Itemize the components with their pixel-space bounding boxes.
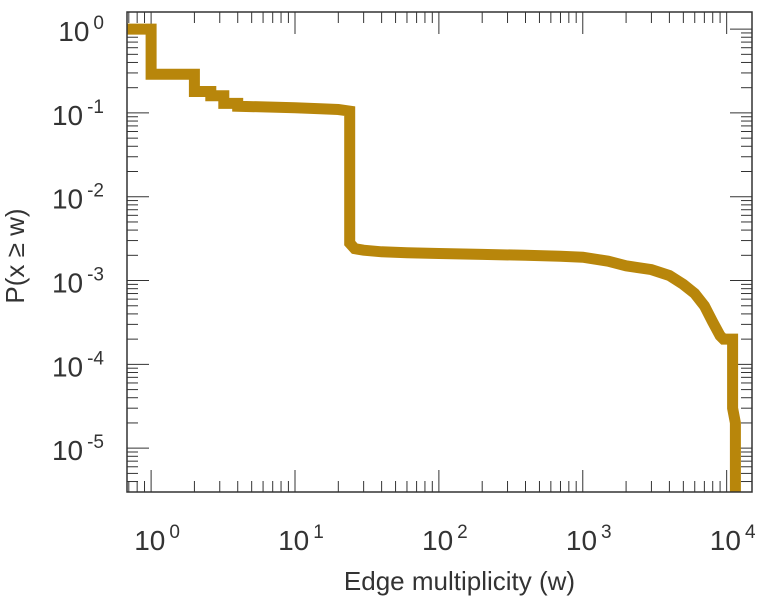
y-tick-label: 10 0 — [58, 13, 104, 47]
y-tick-label: 10 -5 — [52, 432, 104, 466]
axis-ticks — [127, 12, 752, 493]
x-tick-label: 10 0 — [134, 522, 180, 556]
x-tick-label: 10 1 — [278, 522, 324, 556]
series-line-edge-multiplicity-ccdf — [127, 23, 741, 492]
y-tick-label: 10 -1 — [52, 97, 104, 131]
plot-frame — [126, 11, 753, 493]
x-tick-label: 10 4 — [710, 522, 756, 556]
y-tick-label: 10 -3 — [52, 265, 104, 299]
y-tick-label: 10 -4 — [52, 348, 104, 382]
tick-labels: 10 0 10 1 10 2 10 3 10 4 10 0 10 -1 10 -2 10 -3 10 -4 10 -5 — [52, 13, 756, 556]
y-tick-label: 10 -2 — [52, 181, 104, 215]
x-tick-label: 10 3 — [566, 522, 612, 556]
x-axis-title: Edge multiplicity (w) — [344, 566, 575, 596]
x-tick-label: 10 2 — [422, 522, 468, 556]
y-axis-title: P(x ≥ w) — [0, 208, 30, 303]
